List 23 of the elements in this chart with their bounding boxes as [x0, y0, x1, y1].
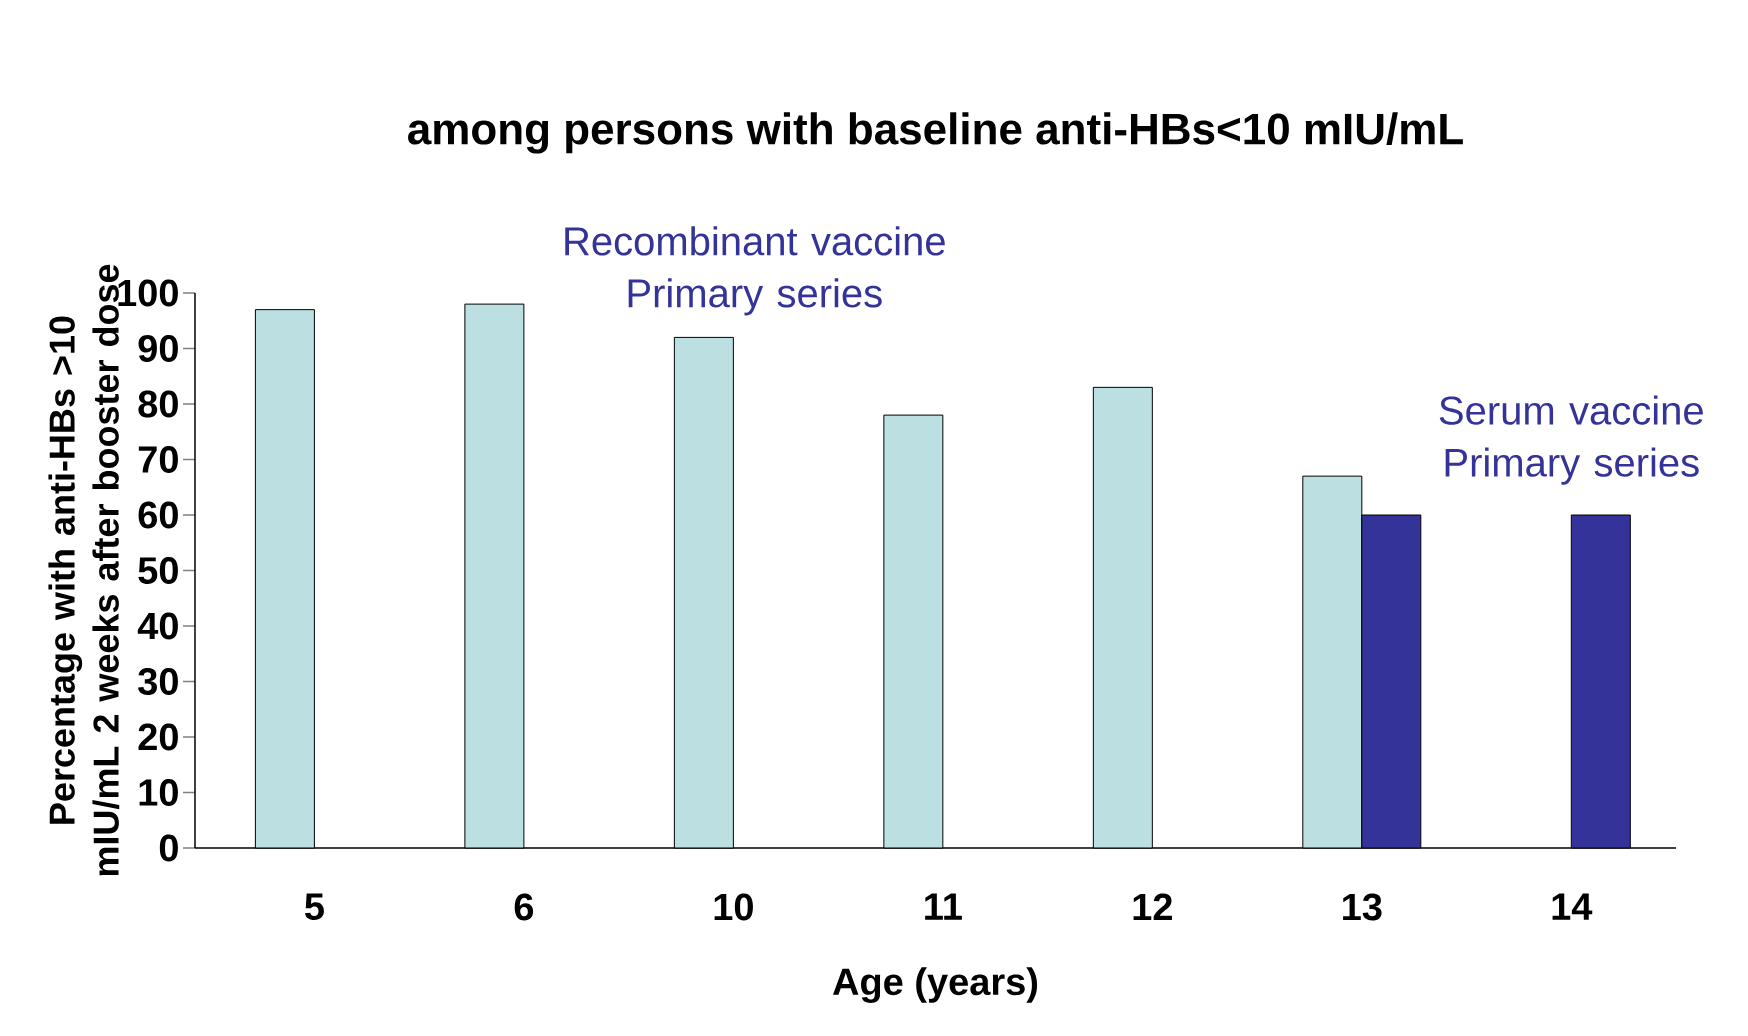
- x-axis-title: Age (years): [832, 967, 1038, 1003]
- x-tick-label: 6: [514, 893, 534, 921]
- y-tick-label: 0: [159, 834, 178, 862]
- y-tick-label: 60: [138, 501, 178, 529]
- series-label: Recombinant vaccine Primary series: [565, 226, 945, 316]
- x-tick-label: 10: [714, 893, 753, 921]
- x-tick-label: 14: [1552, 893, 1593, 920]
- y-tick-label: 90: [138, 335, 178, 362]
- y-tick-label: 70: [138, 446, 178, 473]
- chart-title: among persons with baseline anti-HBs<10 mIU/mL: [408, 112, 1463, 154]
- x-tick-label: 12: [1133, 893, 1172, 921]
- x-tick-label: 5: [305, 893, 324, 921]
- x-tick-label: 11: [925, 893, 962, 920]
- y-tick-label: 30: [138, 668, 178, 695]
- x-tick-label: 13: [1343, 893, 1382, 921]
- y-axis-title: Percentage with anti-HBs >10 mIU/mL 2 weeks after booster dose: [48, 264, 120, 876]
- y-tick-label: 40: [137, 612, 178, 640]
- y-tick-label: 20: [138, 723, 178, 751]
- y-tick-label: 80: [138, 390, 178, 418]
- y-tick-label: 10: [139, 779, 178, 806]
- y-tick-label: 100: [118, 279, 178, 307]
- y-tick-label: 50: [138, 557, 178, 584]
- series-label: Serum vaccine Primary series: [1439, 395, 1703, 485]
